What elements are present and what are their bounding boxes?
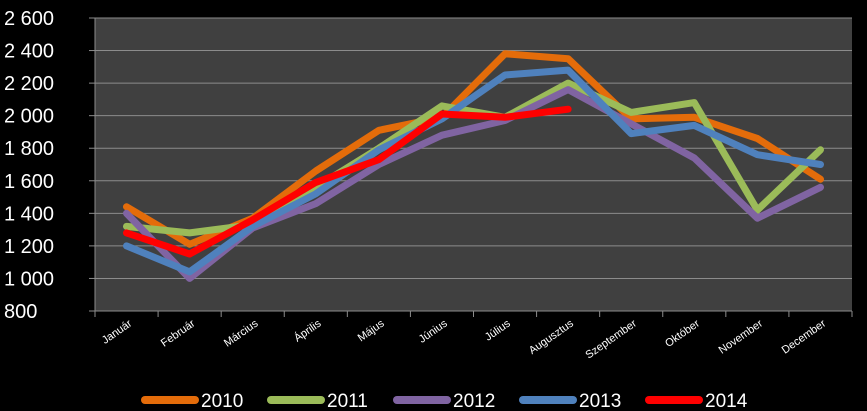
y-tick-label: 1 400 [4,203,54,225]
series-lines [123,50,824,282]
series-line-2014 [123,105,572,258]
legend-label-2014: 2014 [705,391,748,411]
data-point-2013 [566,68,571,73]
legend-label-2013: 2013 [579,391,621,411]
data-point-2014 [376,157,381,162]
x-tick-label: Május [356,317,387,344]
data-point-2013 [124,243,129,248]
data-point-2012 [313,201,318,206]
data-point-2011 [187,230,192,235]
y-tick-label: 2 000 [4,106,54,128]
y-tick-label: 1 200 [4,236,54,258]
y-tick-label: 1 800 [4,138,54,160]
x-tick-label: Április [292,317,324,345]
x-tick-label: Január [100,317,135,346]
data-point-2010 [755,136,760,141]
legend: 2010 2011 2012 2013 2014 [141,391,748,411]
x-tick-label: November [717,317,766,356]
y-tick-label: 2 200 [4,73,54,95]
y-tick-label: 1 600 [4,171,54,193]
plot-area [95,18,852,311]
data-point-2011 [818,147,823,152]
x-tick-label: Június [417,317,450,345]
data-point-2014 [440,112,444,116]
data-point-2014 [187,252,192,256]
data-point-2011 [755,208,760,213]
x-tick-label: Február [159,317,198,349]
data-point-2013 [818,162,823,167]
legend-label-2012: 2012 [453,391,495,411]
data-point-2010 [818,177,823,182]
y-tick-label: 1 000 [4,268,54,290]
x-tick-label: Október [663,317,702,349]
data-point-2011 [440,103,444,108]
data-point-2013 [187,269,192,274]
data-point-2014 [566,107,571,112]
x-axis: Január Február Március Április Május Június Jú… [94,310,853,361]
data-point-2010 [187,242,192,247]
data-point-2013 [755,152,760,157]
data-point-2010 [124,204,129,209]
data-point-2011 [629,110,634,115]
x-tick-label: Július [483,317,513,343]
data-point-2012 [818,185,823,190]
data-point-2012 [692,156,697,160]
data-point-2012 [566,87,571,92]
data-point-2011 [124,224,129,229]
y-tick-label: 2 400 [4,41,54,63]
data-point-2011 [566,81,571,86]
series-line-2013 [123,66,824,276]
x-tick-label: Augusztus [527,317,576,357]
data-point-2013 [692,123,697,128]
y-tick-label: 800 [4,301,37,323]
data-point-2013 [503,73,507,77]
x-tick-label: Március [222,317,261,349]
y-tick-label: 2 600 [4,8,54,30]
data-point-2012 [440,133,444,138]
y-axis: 800 1 000 1 200 1 400 1 600 1 800 2 000 2 200 2 … [4,8,96,323]
data-point-2013 [313,191,318,196]
x-tick-label: December [780,317,829,356]
data-point-2010 [503,51,507,56]
data-point-2012 [187,276,192,281]
legend-label-2011: 2011 [327,391,368,411]
data-point-2012 [755,216,760,221]
data-point-2010 [566,56,571,61]
data-point-2013 [629,131,634,136]
data-point-2014 [124,230,129,235]
data-point-2010 [376,128,381,133]
data-point-2011 [692,100,697,105]
data-point-2012 [629,121,634,126]
data-point-2014 [250,217,255,222]
legend-label-2010: 2010 [201,391,243,411]
data-point-2013 [250,224,255,229]
x-tick-label: Szeptember [583,317,639,361]
data-point-2014 [503,115,507,120]
data-point-2010 [313,169,318,173]
data-point-2012 [124,211,129,216]
data-point-2010 [692,115,697,120]
data-point-2014 [313,180,318,185]
data-point-2013 [376,147,381,152]
